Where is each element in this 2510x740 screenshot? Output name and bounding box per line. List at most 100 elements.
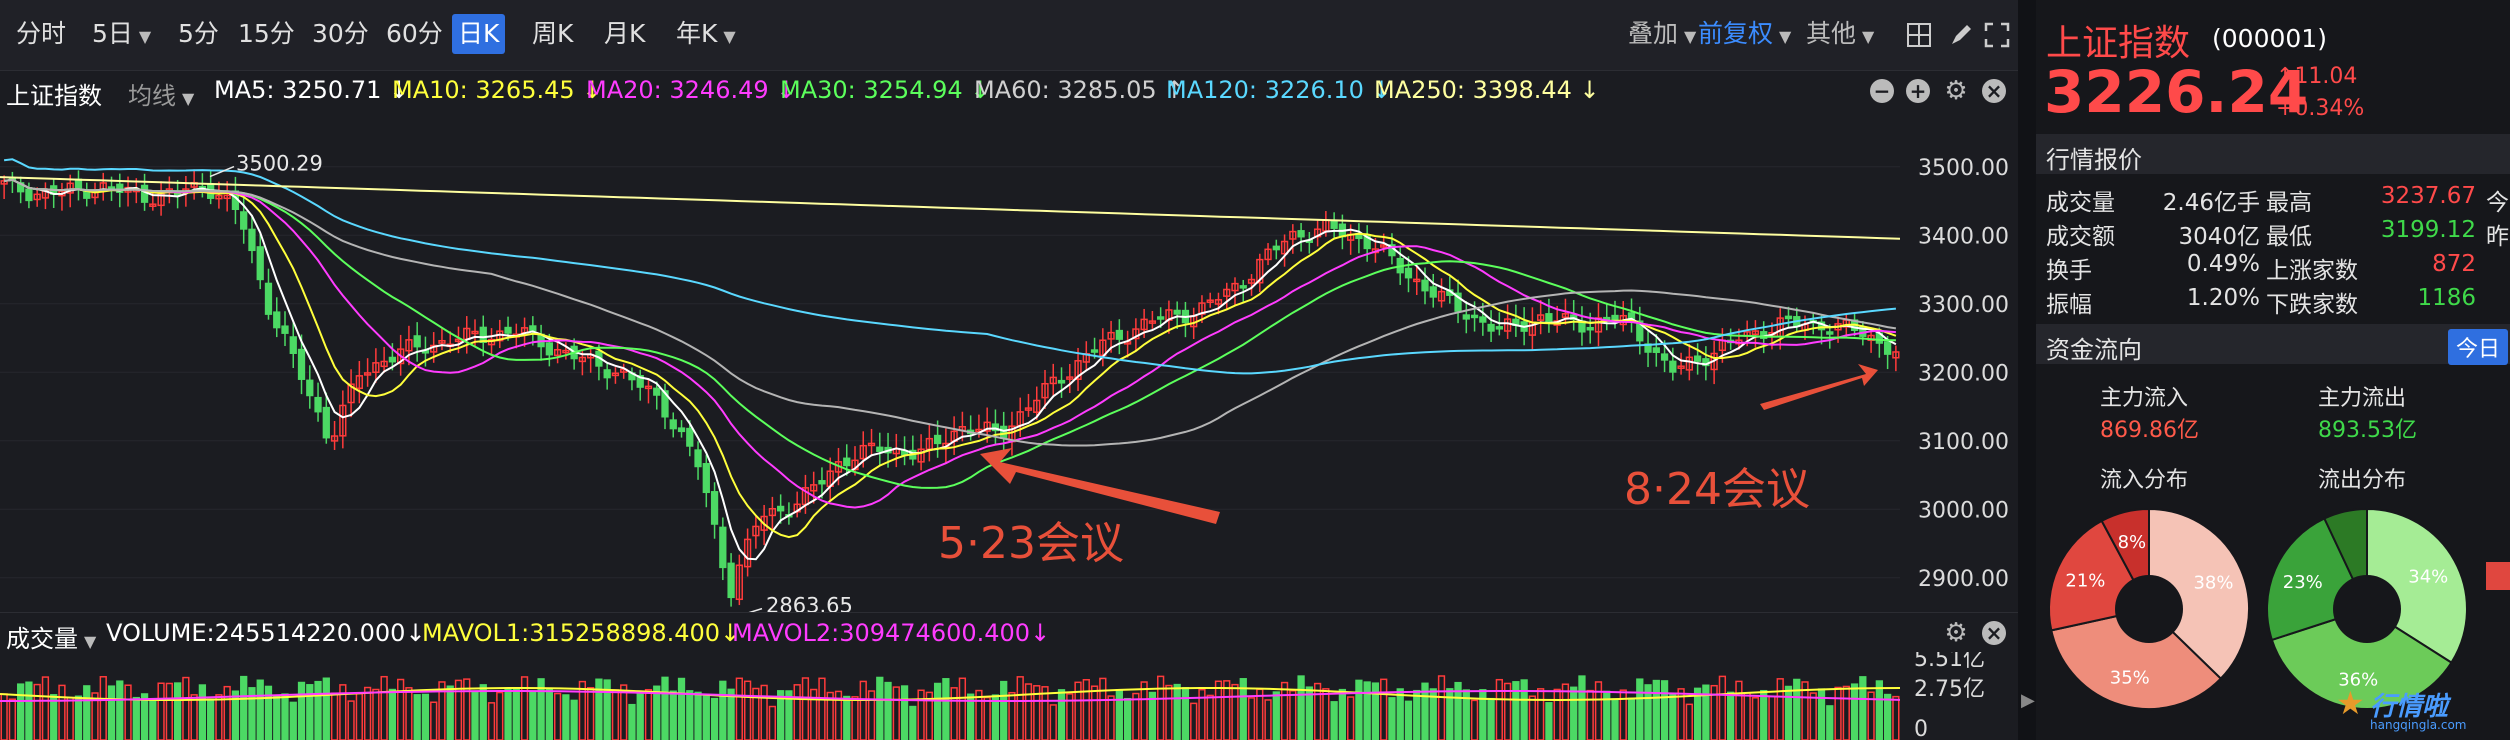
plus-circle-icon[interactable]: + bbox=[1906, 79, 1930, 103]
tab-intraday[interactable]: 分时 bbox=[16, 19, 67, 48]
outflow-distribution-label: 流出分布 bbox=[2318, 468, 2407, 493]
volume-bar bbox=[1528, 695, 1537, 740]
volume-bar bbox=[1594, 681, 1603, 740]
watermark-text: 行情啦 bbox=[2370, 692, 2449, 722]
other-dropdown[interactable]: 其他 ▼ bbox=[1800, 14, 1880, 54]
candle-body bbox=[810, 484, 818, 492]
volume-bar bbox=[1033, 685, 1041, 740]
volume-bar bbox=[504, 687, 512, 740]
volume-bar bbox=[413, 694, 421, 740]
volume-bar bbox=[810, 688, 818, 740]
volume-bar bbox=[1586, 689, 1594, 740]
volume-bar bbox=[487, 702, 496, 740]
tab-yearly-k[interactable]: 年K ▼ bbox=[670, 14, 742, 54]
volume-chart[interactable]: 5.51亿 2.75亿 0 bbox=[0, 652, 2018, 740]
volume-bar bbox=[537, 678, 545, 740]
overlay-dropdown[interactable]: 叠加 ▼ bbox=[1622, 14, 1702, 54]
ma20-value: MA20: 3246.49 ↓ bbox=[586, 76, 797, 104]
volume-bar bbox=[397, 678, 405, 740]
quote-row-value: 3040亿 bbox=[2178, 224, 2260, 250]
volume-dropdown[interactable]: 成交量 ▼ bbox=[6, 619, 96, 654]
volume-bar bbox=[1437, 675, 1446, 740]
candle-body bbox=[1561, 313, 1570, 318]
volume-bar bbox=[58, 684, 66, 740]
volume-bar bbox=[339, 684, 347, 740]
inflow-pie-center-hole bbox=[2115, 575, 2183, 643]
outflow-pie-chart: 34% 36% 23% bbox=[2266, 507, 2468, 710]
tab-5min[interactable]: 5分 bbox=[178, 19, 219, 48]
candle-body bbox=[702, 463, 710, 494]
main-inflow-label: 主力流入 bbox=[2100, 386, 2189, 411]
candle-body bbox=[661, 390, 669, 418]
candle-body bbox=[1479, 316, 1487, 323]
kline-chart[interactable]: 3500.00 3400.00 3300.00 3200.00 3100.00 3000.… bbox=[0, 112, 2018, 612]
volume-bar bbox=[1132, 692, 1140, 740]
tab-15min[interactable]: 15分 bbox=[238, 19, 295, 48]
line-type-dropdown[interactable]: 均线 ▼ bbox=[128, 76, 194, 111]
tab-daily-k[interactable]: 日K bbox=[452, 14, 506, 54]
panel-splitter[interactable]: ▶ bbox=[2018, 0, 2036, 740]
candle-body bbox=[397, 348, 405, 365]
candle-body bbox=[933, 434, 942, 445]
chevron-down-icon: ▼ bbox=[723, 27, 736, 46]
volume-bar bbox=[1206, 694, 1214, 740]
volume-bar bbox=[950, 687, 958, 740]
tab-30min[interactable]: 30分 bbox=[312, 19, 369, 48]
volume-bar bbox=[653, 685, 661, 740]
ma60-value: MA60: 3285.05 ↑ bbox=[974, 76, 1185, 104]
volume-bar bbox=[529, 690, 537, 740]
volume-bar bbox=[149, 700, 157, 740]
candle-body bbox=[777, 505, 785, 512]
candle-body bbox=[1652, 347, 1660, 353]
gear-icon[interactable]: ⚙ bbox=[1944, 76, 1968, 106]
inflow-pie-slice-label: 21% bbox=[2065, 571, 2105, 592]
volume-bar bbox=[1561, 683, 1570, 740]
tab-5day[interactable]: 5日 ▼ bbox=[86, 14, 157, 54]
watermark-logo: ★ 行情啦 hangqingla.com bbox=[2336, 684, 2510, 740]
close-icon[interactable]: × bbox=[1982, 79, 2006, 103]
volume-bar bbox=[83, 685, 91, 740]
volume-bar bbox=[1636, 678, 1644, 740]
inflow-pie-slice bbox=[2050, 607, 2223, 710]
volume-bar bbox=[1123, 697, 1132, 740]
volume-bar bbox=[834, 690, 843, 740]
volume-bar bbox=[1115, 689, 1123, 740]
grid-layout-icon[interactable] bbox=[1906, 22, 1932, 48]
watermark-url: hangqingla.com bbox=[2370, 718, 2467, 732]
candle-body bbox=[1247, 278, 1256, 284]
candle-body bbox=[479, 326, 487, 343]
candle-body bbox=[1883, 341, 1892, 355]
tab-weekly-k[interactable]: 周K bbox=[532, 19, 574, 48]
volume-bar bbox=[1388, 697, 1396, 740]
draw-pen-icon[interactable] bbox=[1948, 22, 1974, 48]
candle-body bbox=[1157, 316, 1165, 320]
volume-bar bbox=[198, 684, 207, 740]
volume-legend-bar: 成交量 ▼ VOLUME:245514220.000↓ MAVOL1:315258… bbox=[0, 612, 2018, 653]
close-icon[interactable]: × bbox=[1982, 621, 2006, 645]
volume-bar bbox=[1165, 684, 1173, 740]
today-button[interactable]: 今日 bbox=[2448, 329, 2509, 365]
volume-bar bbox=[363, 686, 372, 740]
volume-bar bbox=[347, 700, 355, 740]
fullscreen-icon[interactable] bbox=[1984, 22, 2010, 48]
volume-bar bbox=[1834, 686, 1842, 740]
candle-body bbox=[719, 526, 727, 569]
tab-60min[interactable]: 60分 bbox=[386, 19, 443, 48]
tab-monthly-k[interactable]: 月K bbox=[604, 19, 646, 48]
y-tick-label: 3100.00 bbox=[1918, 430, 2009, 455]
candle-body bbox=[1537, 314, 1545, 321]
adjust-dropdown[interactable]: 前复权 ▼ bbox=[1692, 14, 1797, 54]
low-price-pointer bbox=[748, 607, 763, 612]
volume-bar bbox=[1190, 702, 1198, 740]
chevron-right-icon[interactable]: ▶ bbox=[2021, 690, 2035, 711]
candle-body bbox=[1826, 331, 1834, 335]
gear-icon[interactable]: ⚙ bbox=[1944, 618, 1968, 648]
outflow-pie-slice-label: 34% bbox=[2408, 566, 2448, 587]
volume-bar bbox=[1330, 701, 1338, 740]
candle-body bbox=[983, 421, 991, 432]
volume-bar bbox=[132, 696, 140, 740]
volume-bar bbox=[1611, 698, 1619, 740]
candle-body bbox=[504, 326, 512, 334]
minus-circle-icon[interactable]: − bbox=[1870, 79, 1894, 103]
high-price-pointer bbox=[209, 165, 235, 178]
